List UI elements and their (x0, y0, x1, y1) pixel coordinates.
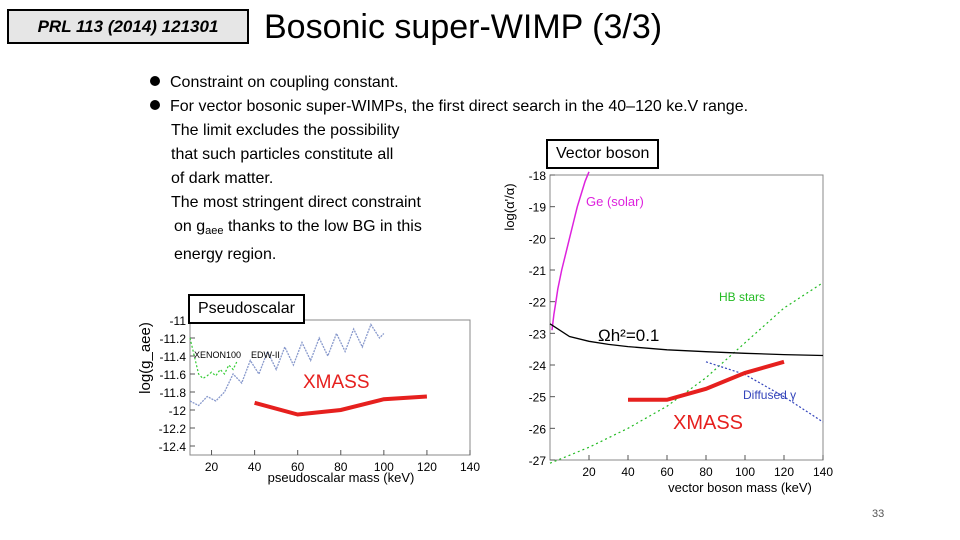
bullet-text: Constraint on coupling constant. (170, 74, 399, 91)
bullet-text: For vector bosonic super-WIMPs, the firs… (170, 98, 749, 115)
y-tick-label: -11.4 (160, 350, 187, 364)
y-tick-label: -22 (529, 296, 547, 310)
slide-title: Bosonic super-WIMP (3/3) (264, 8, 663, 46)
y-tick-label: -12 (169, 404, 187, 418)
y-tick-label: -11.8 (160, 386, 187, 400)
vector-boson-chart: 20 40 60 80 100 120 140 -18 -19 -20 -21 -22 -23 -24 -2… (502, 169, 833, 495)
plot-frame (189, 319, 471, 456)
body-line: The most stringent direct constraint (171, 194, 421, 211)
x-tick-label: 120 (417, 460, 437, 474)
x-tick-label: 100 (374, 460, 394, 474)
body-line: energy region. (174, 246, 277, 263)
x-tick-label: 80 (699, 465, 713, 479)
series-line--h-0-1 (549, 323, 824, 357)
y-tick-label: -18 (529, 169, 547, 183)
series-line-xmass (628, 359, 785, 402)
edw-label: EDW-II (251, 350, 280, 360)
series-line-ge-solar- (551, 171, 590, 331)
body-line: of dark matter. (171, 170, 274, 187)
bullet-list: Constraint on coupling constant. For vec… (150, 71, 748, 119)
bullet-item: Constraint on coupling constant. (150, 71, 748, 95)
bullet-item: For vector bosonic super-WIMPs, the firs… (150, 95, 748, 119)
y-tick-label: -11.6 (160, 368, 187, 382)
y-tick-label: -11.2 (160, 332, 187, 346)
pseudoscalar-box: Pseudoscalar (188, 294, 305, 324)
xenon100-label: XENON100 (194, 350, 241, 360)
xmass-vector-label: XMASS (673, 412, 743, 434)
series-line-edw-ii (189, 323, 385, 407)
page-number: 33 (872, 508, 885, 520)
y-tick-label: -24 (529, 359, 547, 373)
y-tick-label: -19 (529, 201, 547, 215)
pseudo-x-axis-label: pseudoscalar mass (keV) (268, 470, 415, 485)
y-tick-label: -12.4 (159, 440, 187, 454)
x-tick-label: 140 (460, 460, 480, 474)
omega-label: Ωh²=0.1 (598, 326, 659, 345)
x-tick-label: 60 (660, 465, 674, 479)
body-line: The limit excludes the possibility (171, 122, 400, 139)
vector-x-axis-label: vector boson mass (keV) (668, 480, 812, 495)
body-text-pre: on g (174, 218, 206, 235)
body-line: on gaee thanks to the low BG in this (171, 215, 422, 243)
x-tick-label: 60 (291, 460, 305, 474)
x-tick-label: 20 (205, 460, 219, 474)
bullet-dot-icon (150, 76, 160, 86)
ge-solar-label: Ge (solar) (586, 194, 644, 209)
hb-stars-label: HB stars (719, 290, 765, 304)
y-tick-label: -26 (529, 422, 547, 436)
xmass-pseudo-label: XMASS (303, 372, 370, 393)
x-tick-label: 120 (774, 465, 794, 479)
x-tick-label: 40 (621, 465, 635, 479)
diffused-gamma-label: Diffused γ (743, 388, 796, 402)
vector-y-axis-label: log(α'/α) (502, 183, 517, 230)
y-tick-label: -11 (170, 314, 187, 328)
y-tick-label: -23 (529, 327, 547, 341)
y-tick-label: -12.2 (159, 422, 187, 436)
reference-badge: PRL 113 (2014) 121301 (7, 9, 249, 44)
x-tick-label: 20 (582, 465, 596, 479)
x-tick-label: 100 (735, 465, 755, 479)
pseudoscalar-chart: 20 40 60 80 100 120 140 -11 -11.2 -11.4 -11.6 -11.8… (137, 314, 480, 485)
x-tick-label: 40 (248, 460, 262, 474)
x-tick-label: 140 (813, 465, 833, 479)
y-tick-label: -20 (529, 232, 547, 246)
bullet-dot-icon (150, 100, 160, 110)
series-line-xenon100 (189, 337, 238, 380)
x-tick-label: 80 (334, 460, 348, 474)
y-tick-label: -25 (529, 391, 547, 405)
series-line-xmass (254, 394, 428, 417)
plot-frame (549, 174, 824, 461)
y-tick-label: -21 (529, 264, 547, 278)
series-line-hb-stars (549, 282, 824, 464)
body-line: that such particles constitute all (171, 146, 394, 163)
body-text-post: thanks to the low BG in this (223, 218, 422, 235)
y-tick-label: -27 (529, 454, 547, 468)
pseudo-y-axis-label: log(g_aee) (137, 322, 154, 394)
body-paragraph: The limit excludes the possibility that … (171, 119, 422, 267)
body-subscript: aee (205, 225, 224, 237)
series-line-diffused- (705, 361, 824, 423)
vector-boson-box: Vector boson (546, 139, 660, 169)
